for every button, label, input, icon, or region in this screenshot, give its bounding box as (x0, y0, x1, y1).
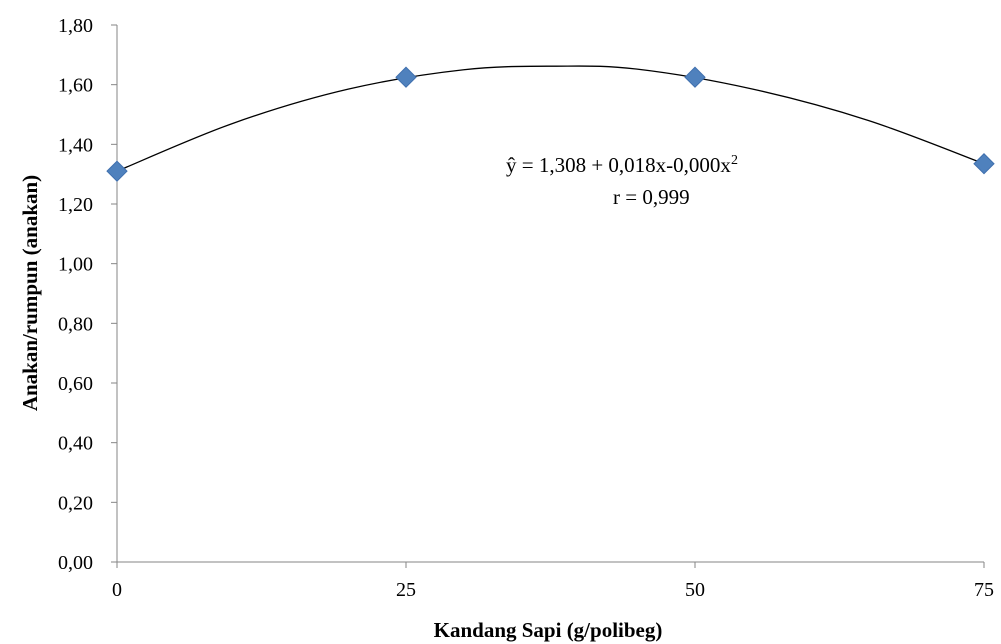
x-tick-label: 50 (685, 579, 705, 601)
y-tick-label: 0,60 (58, 373, 93, 395)
x-tick-label: 0 (112, 579, 122, 601)
y-axis-title: Anakan/rumpun (anakan) (18, 175, 42, 411)
y-tick-label: 1,60 (58, 75, 93, 97)
data-markers (106, 66, 995, 182)
y-tick-label: 1,20 (58, 194, 93, 216)
r-annotation: r = 0,999 (613, 185, 690, 209)
data-point-marker (684, 66, 706, 88)
data-point-marker (106, 160, 128, 182)
data-point-marker (395, 66, 417, 88)
y-tick-label: 0,00 (58, 552, 93, 574)
y-tick-label: 0,80 (58, 313, 93, 335)
x-axis-title: Kandang Sapi (g/polibeg) (434, 618, 663, 642)
y-tick-label: 1,00 (58, 254, 93, 276)
x-axis-ticks: 0 25 50 75 (112, 562, 994, 601)
y-tick-label: 0,40 (58, 433, 93, 455)
x-tick-label: 25 (396, 579, 416, 601)
equation-main: ŷ = 1,308 + 0,018x-0,000x (506, 153, 731, 177)
equation-superscript: 2 (731, 153, 738, 168)
trendline (116, 65, 985, 172)
x-tick-label: 75 (974, 579, 994, 601)
data-point-marker (973, 153, 995, 175)
y-tick-label: 1,40 (58, 134, 93, 156)
equation-annotation: ŷ = 1,308 + 0,018x-0,000x2 (506, 153, 738, 177)
y-tick-label: 0,20 (58, 492, 93, 514)
y-tick-label: 1,80 (58, 15, 93, 37)
y-axis-ticks: 0,00 0,20 0,40 0,60 0,80 1,00 1,20 1,40 1,60 1,80 (58, 15, 117, 574)
